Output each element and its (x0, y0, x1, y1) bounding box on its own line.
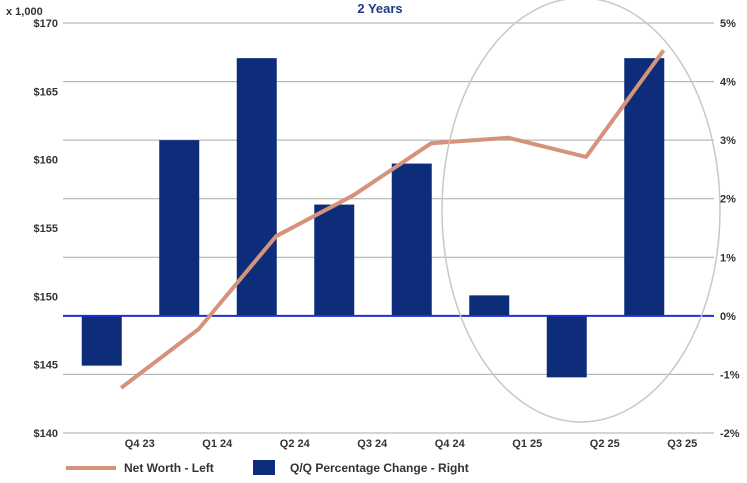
x-tick-label: Q1 24 (202, 438, 233, 450)
legend-bar-label: Q/Q Percentage Change - Right (290, 461, 469, 475)
bar (81, 315, 122, 366)
x-tick-label: Q1 25 (512, 438, 542, 450)
left-tick-label: $170 (34, 18, 58, 30)
left-tick-label: $140 (34, 428, 58, 440)
right-axis: -2% -1% 0% 1% 2% 3% 4% 5% (720, 18, 740, 440)
left-tick-label: $165 (34, 86, 58, 98)
bar (314, 204, 355, 316)
right-tick-label: -1% (720, 369, 740, 381)
bar (546, 315, 587, 378)
chart-title: 2 Years (357, 1, 402, 16)
highlight-ellipse (441, 0, 721, 423)
legend: Net Worth - Left Q/Q Percentage Change -… (66, 460, 469, 475)
left-axis: $140 $145 $150 $155 $160 $165 $170 (34, 18, 58, 440)
x-tick-label: Q2 24 (280, 438, 311, 450)
right-tick-label: 3% (720, 135, 736, 147)
left-tick-label: $145 (34, 360, 58, 372)
x-tick-label: Q3 25 (667, 438, 697, 450)
bar (469, 295, 510, 316)
right-tick-label: 0% (720, 311, 736, 323)
left-unit-label: x 1,000 (6, 6, 43, 18)
left-tick-label: $150 (34, 291, 58, 303)
right-tick-label: 2% (720, 194, 736, 206)
left-tick-label: $155 (34, 223, 58, 235)
right-tick-label: 1% (720, 252, 736, 264)
right-tick-label: -2% (720, 428, 740, 440)
right-tick-label: 5% (720, 18, 736, 30)
bar (159, 140, 200, 316)
right-tick-label: 4% (720, 77, 736, 89)
left-tick-label: $160 (34, 155, 58, 167)
net-worth-line (119, 49, 666, 390)
x-tick-label: Q4 23 (125, 438, 155, 450)
legend-net-worth-label: Net Worth - Left (124, 461, 214, 475)
legend-bar-swatch (253, 460, 275, 475)
x-tick-label: Q3 24 (357, 438, 388, 450)
bar (391, 163, 432, 316)
bar-series (81, 58, 665, 378)
x-tick-label: Q2 25 (590, 438, 620, 450)
bar (624, 58, 665, 316)
x-axis: Q4 23 Q1 24 Q2 24 Q3 24 Q4 24 Q1 25 Q2 25 Q3 25 (125, 438, 697, 450)
x-tick-label: Q4 24 (435, 438, 466, 450)
